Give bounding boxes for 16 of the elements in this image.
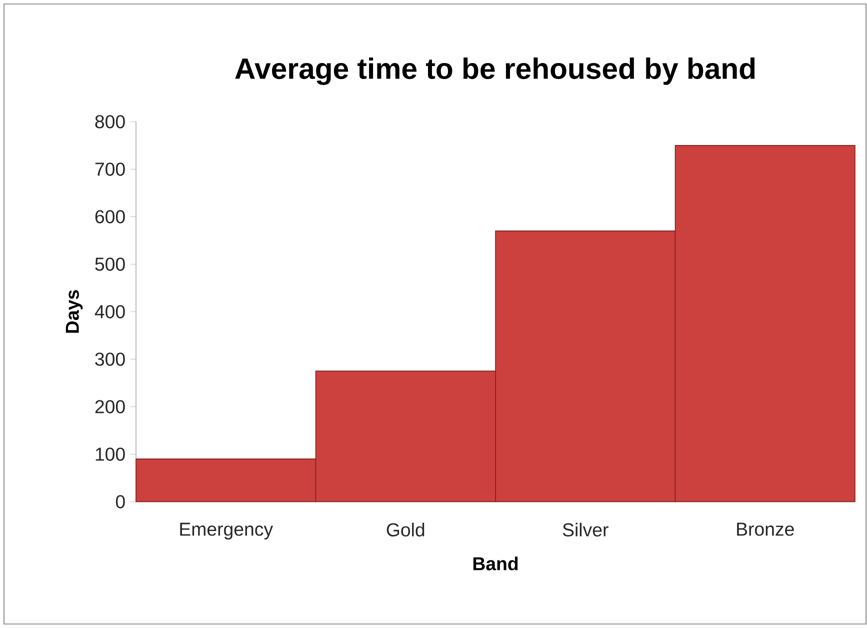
x-tick-label: Silver bbox=[562, 522, 608, 536]
y-tick-label: 300 bbox=[95, 352, 125, 366]
y-tick-label: 600 bbox=[95, 210, 125, 224]
y-tick-label: 200 bbox=[95, 400, 125, 414]
x-axis-title: Band bbox=[473, 556, 518, 570]
x-tick-label: Emergency bbox=[180, 522, 274, 540]
x-tick-label: Bronze bbox=[737, 522, 794, 536]
y-axis-title: Days bbox=[66, 290, 83, 333]
y-tick-label: 700 bbox=[95, 162, 125, 176]
y-tick-label: 100 bbox=[96, 448, 125, 461]
y-tick-label: 500 bbox=[95, 258, 125, 271]
y-tick-label: 0 bbox=[116, 495, 125, 508]
y-tick-label: 400 bbox=[94, 305, 125, 318]
chart-title: Average time to be rehoused by band bbox=[235, 58, 755, 85]
y-tick-label: 800 bbox=[95, 115, 125, 128]
x-tick-label: Gold bbox=[386, 522, 424, 536]
